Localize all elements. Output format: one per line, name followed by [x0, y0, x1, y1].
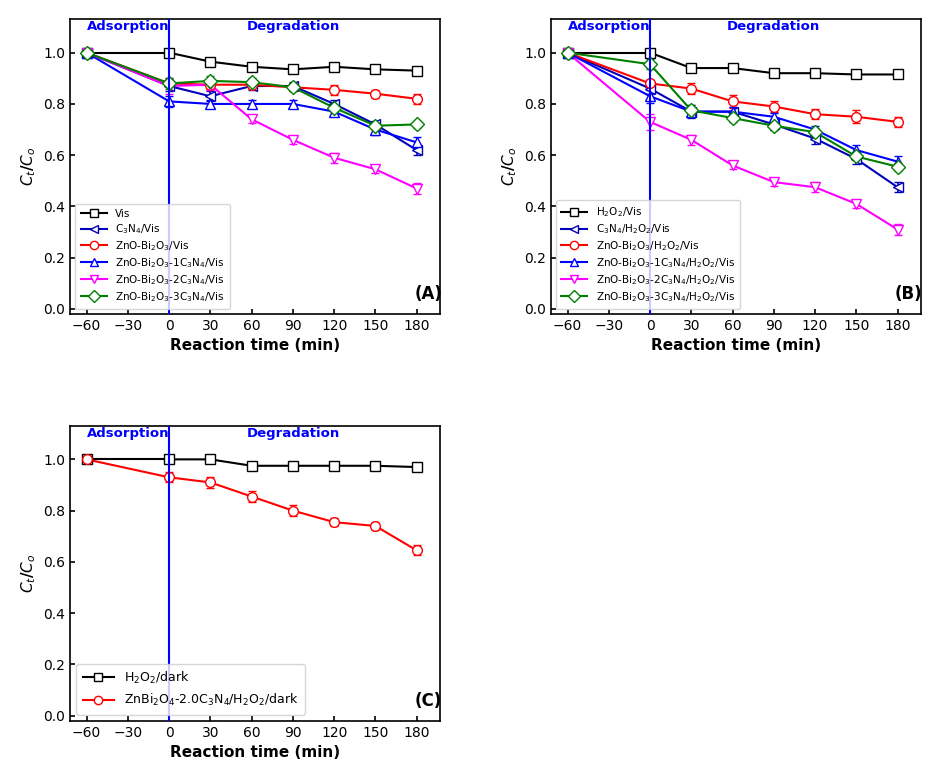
X-axis label: Reaction time (min): Reaction time (min) [651, 339, 821, 353]
Legend: H$_2$O$_2$/Vis, C$_3$N$_4$/H$_2$O$_2$/Vis, ZnO-Bi$_2$O$_3$/H$_2$O$_2$/Vis, ZnO-B: H$_2$O$_2$/Vis, C$_3$N$_4$/H$_2$O$_2$/Vi… [556, 200, 741, 309]
Text: (A): (A) [414, 285, 442, 303]
Text: Adsorption: Adsorption [568, 20, 650, 33]
Text: (B): (B) [895, 285, 923, 303]
Legend: Vis, C$_3$N$_4$/Vis, ZnO-Bi$_2$O$_3$/Vis, ZnO-Bi$_2$O$_3$-$1$C$_3$N$_4$/Vis, ZnO: Vis, C$_3$N$_4$/Vis, ZnO-Bi$_2$O$_3$/Vis… [76, 204, 230, 309]
Text: Adsorption: Adsorption [87, 20, 169, 33]
Legend: H$_2$O$_2$/dark, ZnBi$_2$O$_4$-2.0C$_3$N$_4$/H$_2$O$_2$/dark: H$_2$O$_2$/dark, ZnBi$_2$O$_4$-2.0C$_3$N… [77, 663, 305, 715]
Text: Degradation: Degradation [246, 427, 339, 440]
Y-axis label: $C_t$/$C_o$: $C_t$/$C_o$ [19, 147, 37, 187]
Text: (C): (C) [414, 692, 441, 710]
X-axis label: Reaction time (min): Reaction time (min) [170, 746, 340, 760]
Y-axis label: $C_t$/$C_o$: $C_t$/$C_o$ [500, 147, 519, 187]
Y-axis label: $C_t$/$C_o$: $C_t$/$C_o$ [19, 553, 37, 593]
X-axis label: Reaction time (min): Reaction time (min) [170, 339, 340, 353]
Text: Degradation: Degradation [727, 20, 820, 33]
Text: Adsorption: Adsorption [87, 427, 169, 440]
Text: Degradation: Degradation [246, 20, 339, 33]
